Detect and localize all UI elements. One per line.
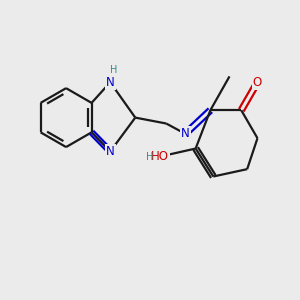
Text: N: N [106, 145, 115, 158]
Text: HO: HO [151, 150, 169, 163]
Text: H: H [146, 152, 154, 162]
Text: N: N [181, 127, 190, 140]
Text: O: O [253, 76, 262, 89]
Text: N: N [106, 76, 115, 89]
Text: H: H [110, 65, 118, 75]
